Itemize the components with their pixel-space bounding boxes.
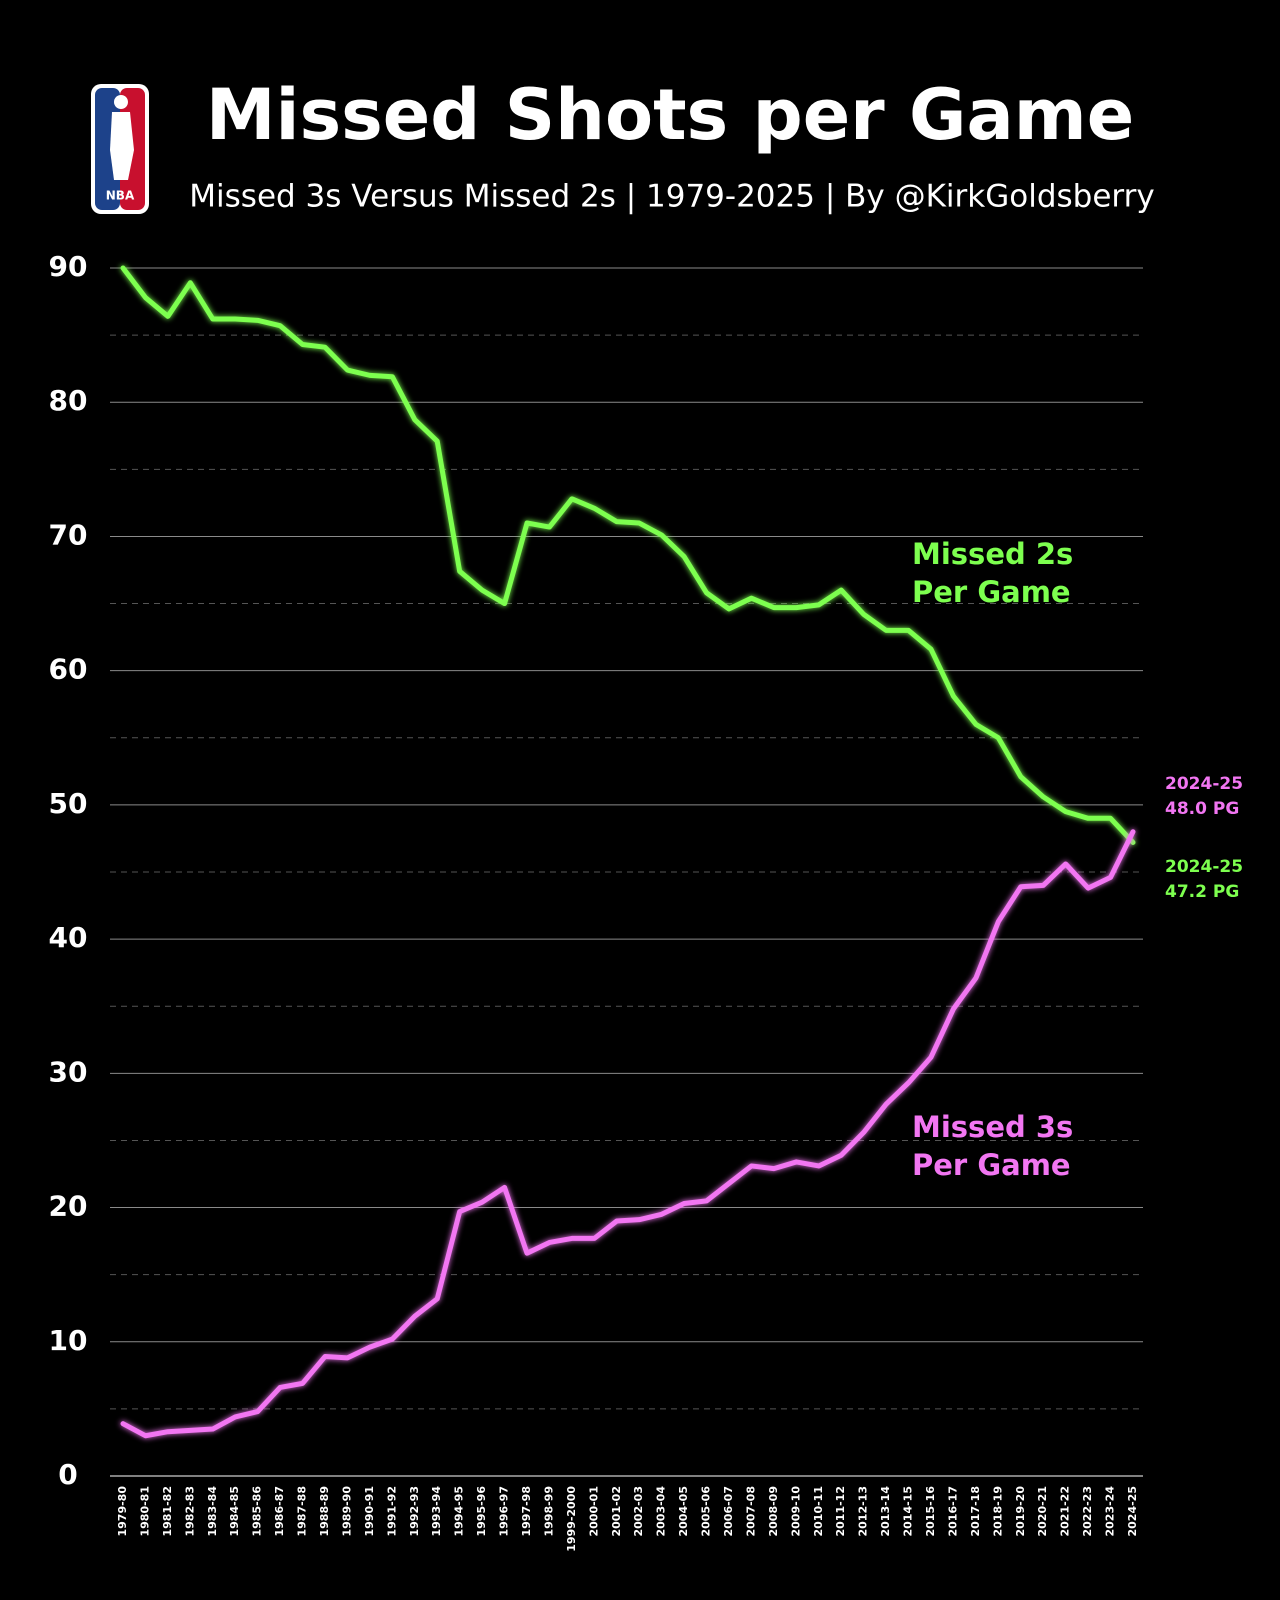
x-tick-label: 2009-10 <box>789 1486 802 1537</box>
x-tick-label: 1998-99 <box>542 1486 555 1537</box>
chart-subtitle: Missed 3s Versus Missed 2s | 1979-2025 |… <box>189 179 1154 215</box>
x-tick-label: 2024-25 <box>1126 1486 1139 1537</box>
series-line <box>120 829 1136 1439</box>
x-tick-label: 1984-85 <box>228 1486 241 1537</box>
x-tick-label: 2017-18 <box>969 1486 982 1537</box>
x-tick-label: 2010-11 <box>812 1486 825 1537</box>
x-tick-label: 1997-98 <box>520 1486 533 1537</box>
x-tick-label: 1979-80 <box>116 1486 129 1537</box>
y-tick-label: 50 <box>49 787 88 820</box>
x-tick-label: 2000-01 <box>587 1486 600 1537</box>
x-tick-label: 1994-95 <box>453 1486 466 1537</box>
x-tick-label: 2004-05 <box>677 1486 690 1537</box>
y-tick-label: 70 <box>49 518 88 551</box>
x-tick-label: 1996-97 <box>498 1486 511 1537</box>
chart-title: Missed Shots per Game <box>206 74 1134 156</box>
series-label: Missed 2s Per Game <box>912 537 1074 609</box>
x-tick-label: 2011-12 <box>834 1486 847 1537</box>
x-tick-label: 2015-16 <box>924 1486 937 1537</box>
x-tick-label: 1991-92 <box>385 1486 398 1537</box>
y-tick-label: 0 <box>58 1458 77 1491</box>
y-tick-label: 20 <box>49 1190 88 1223</box>
logo-text: NBA <box>106 189 135 203</box>
x-tick-label: 1982-83 <box>183 1486 196 1537</box>
x-tick-label: 2019-20 <box>1014 1486 1027 1537</box>
x-tick-label: 1989-90 <box>340 1486 353 1537</box>
series-label: Missed 3s Per Game <box>912 1110 1074 1182</box>
x-tick-label: 1981-82 <box>161 1486 174 1537</box>
x-tick-label: 2012-13 <box>857 1486 870 1537</box>
x-tick-label: 1993-94 <box>430 1486 443 1537</box>
end-value-label: 47.2 PG <box>1165 882 1240 902</box>
x-tick-label: 2016-17 <box>946 1486 959 1537</box>
x-tick-label: 2023-24 <box>1104 1486 1117 1537</box>
x-tick-label: 1988-89 <box>318 1486 331 1537</box>
x-tick-label: 1992-93 <box>408 1486 421 1537</box>
end-value-label: 48.0 PG <box>1165 799 1240 819</box>
y-tick-label: 30 <box>49 1055 88 1088</box>
y-tick-label: 80 <box>49 384 88 417</box>
x-tick-label: 1983-84 <box>206 1486 219 1537</box>
end-season-label: 2024-25 <box>1165 774 1244 794</box>
end-season-label: 2024-25 <box>1165 857 1244 877</box>
y-tick-label: 60 <box>49 653 88 686</box>
x-tick-label: 2014-15 <box>902 1486 915 1537</box>
x-tick-label: 2021-22 <box>1059 1486 1072 1537</box>
x-tick-label: 1999-2000 <box>565 1486 578 1552</box>
x-tick-label: 2022-23 <box>1081 1486 1094 1537</box>
x-tick-label: 1980-81 <box>138 1486 151 1537</box>
x-tick-label: 2018-19 <box>991 1486 1004 1537</box>
x-tick-label: 1987-88 <box>296 1486 309 1537</box>
x-tick-label: 2003-04 <box>655 1486 668 1537</box>
x-tick-label: 1990-91 <box>363 1486 376 1537</box>
x-tick-label: 1986-87 <box>273 1486 286 1537</box>
x-tick-label: 2020-21 <box>1036 1486 1049 1537</box>
series-line <box>120 265 1136 845</box>
y-tick-label: 90 <box>49 250 88 283</box>
x-tick-label: 2006-07 <box>722 1486 735 1537</box>
x-tick-label: 2007-08 <box>744 1486 757 1537</box>
x-tick-label: 2002-03 <box>632 1486 645 1537</box>
y-tick-label: 40 <box>49 921 88 954</box>
y-tick-label: 10 <box>49 1324 88 1357</box>
x-tick-label: 2013-14 <box>879 1486 892 1537</box>
x-tick-label: 2001-02 <box>610 1486 623 1537</box>
x-tick-label: 2008-09 <box>767 1486 780 1537</box>
x-tick-label: 1995-96 <box>475 1486 488 1537</box>
nba-logo: NBA <box>91 84 149 214</box>
x-tick-label: 2005-06 <box>700 1486 713 1537</box>
x-tick-label: 1985-86 <box>251 1486 264 1537</box>
